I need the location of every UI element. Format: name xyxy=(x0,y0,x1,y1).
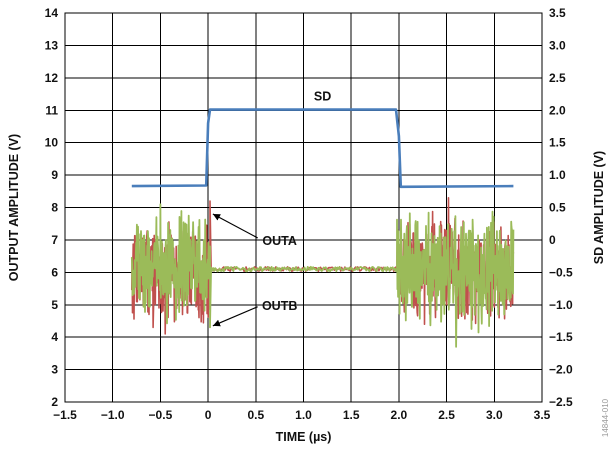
grid-lines xyxy=(65,13,542,402)
y-left-tick-label: 4 xyxy=(51,330,58,344)
x-tick-label: 3.5 xyxy=(534,408,551,422)
y-right-tick-label: −1.5 xyxy=(549,330,573,344)
annotation-outa: OUTA xyxy=(262,234,297,248)
y-right-tick-label: −0.5 xyxy=(549,265,573,279)
x-axis-title: TIME (µs) xyxy=(276,430,332,444)
plot-frame xyxy=(64,12,543,403)
y-right-tick-label: 0 xyxy=(549,233,556,247)
x-tick-label: 0 xyxy=(205,408,212,422)
y-axis-right-title: SD AMPLITUDE (V) xyxy=(592,151,606,264)
x-tick-label: −1.0 xyxy=(101,408,125,422)
y-right-tick-label: 3.0 xyxy=(549,38,566,52)
annotation-outb: OUTB xyxy=(262,299,297,313)
y-right-tick-label: −1.0 xyxy=(549,298,573,312)
y-left-tick-label: 9 xyxy=(51,168,58,182)
y-axis-left-title: OUTPUT AMPLITUDE (V) xyxy=(7,134,21,281)
annotation-sd: SD xyxy=(314,90,331,104)
series-line-sd xyxy=(131,108,514,189)
y-left-tick-label: 8 xyxy=(51,201,58,215)
y-right-tick-label: 2.0 xyxy=(549,103,566,117)
series-line-outb xyxy=(130,203,515,348)
y-left-tick-label: 3 xyxy=(51,363,58,377)
annotation-arrow xyxy=(212,306,258,327)
figure-id: 14844-010 xyxy=(601,398,610,437)
y-left-tick-label: 7 xyxy=(51,233,58,247)
x-tick-label: 2.5 xyxy=(438,408,455,422)
annotation-arrow xyxy=(212,213,258,239)
x-tick-label: 3.0 xyxy=(486,408,503,422)
x-tick-label: 0.5 xyxy=(247,408,264,422)
y-right-tick-label: 1.0 xyxy=(549,168,566,182)
x-tick-label: 1.0 xyxy=(295,408,312,422)
y-left-tick-label: 5 xyxy=(51,298,58,312)
y-right-tick-label: 3.5 xyxy=(549,6,566,20)
y-right-tick-label: −2.5 xyxy=(549,395,573,409)
y-left-tick-label: 6 xyxy=(51,265,58,279)
tick-labels: −1.5 −1.0 −0.5 0 0.5 1.0 1.5 2.0 2.5 3.0 3.5 2 3 4 5 6 7… xyxy=(45,6,573,422)
x-tick-label: 1.5 xyxy=(343,408,360,422)
y-left-tick-label: 11 xyxy=(45,103,58,117)
y-left-tick-label: 14 xyxy=(45,6,59,20)
series-layer xyxy=(130,108,515,348)
y-left-tick-label: 12 xyxy=(45,71,59,85)
y-right-tick-label: 1.5 xyxy=(549,136,566,150)
y-right-tick-label: −2.0 xyxy=(549,363,573,377)
x-tick-label: −0.5 xyxy=(149,408,173,422)
x-tick-label: −1.5 xyxy=(53,408,77,422)
annotations: SD OUTA OUTB xyxy=(212,90,331,327)
x-tick-label: 2.0 xyxy=(391,408,408,422)
y-right-tick-label: 2.5 xyxy=(549,71,566,85)
y-right-tick-label: 0.5 xyxy=(549,201,566,215)
y-left-tick-label: 2 xyxy=(51,395,58,409)
y-left-tick-label: 13 xyxy=(45,38,59,52)
y-left-tick-label: 10 xyxy=(45,136,59,150)
